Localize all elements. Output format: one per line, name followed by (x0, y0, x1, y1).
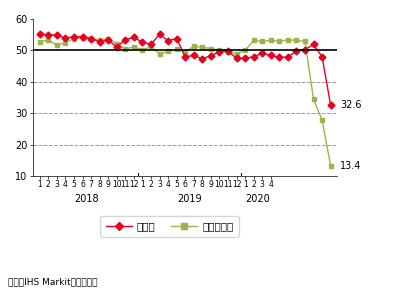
Legend: 製造業, サービス業: 製造業, サービス業 (100, 216, 239, 236)
Text: 2019: 2019 (177, 194, 202, 204)
Text: 2020: 2020 (245, 194, 270, 204)
Text: 出典：IHS Markitから作成。: 出典：IHS Markitから作成。 (8, 277, 98, 286)
Text: 32.6: 32.6 (340, 100, 362, 110)
Text: 2018: 2018 (75, 194, 99, 204)
Text: 13.4: 13.4 (340, 161, 361, 171)
